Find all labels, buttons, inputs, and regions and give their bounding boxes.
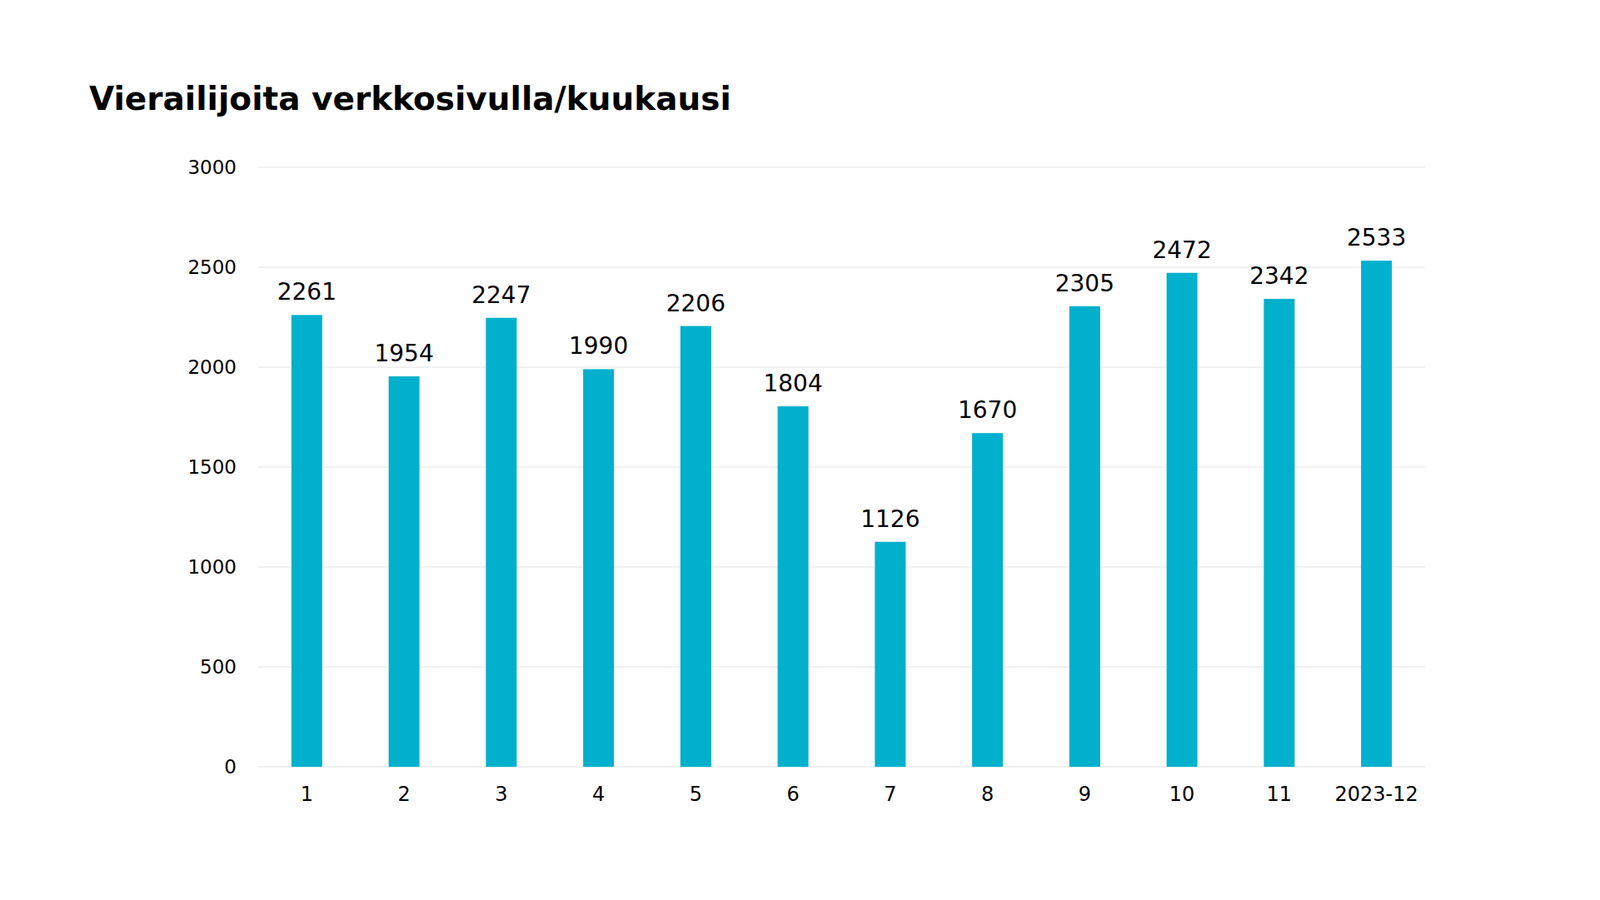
y-tick-label: 0	[224, 756, 237, 778]
grid-line	[258, 666, 1426, 668]
bar	[680, 326, 712, 768]
data-label: 1126	[860, 505, 920, 534]
data-label: 2206	[666, 289, 726, 318]
y-tick-label: 3000	[187, 156, 237, 179]
grid-line	[258, 466, 1426, 468]
data-label: 1670	[957, 396, 1017, 424]
grid-line	[258, 566, 1426, 568]
y-tick-label: 2000	[187, 356, 237, 379]
bar	[1263, 299, 1295, 768]
bar	[971, 433, 1003, 768]
bar	[291, 314, 323, 768]
x-tick-label: 6	[786, 782, 799, 807]
x-tick-label: 8	[981, 782, 994, 807]
data-label: 1804	[762, 369, 823, 398]
x-tick-label: 5	[689, 782, 703, 807]
bar	[583, 368, 614, 768]
data-label: 1954	[373, 339, 434, 368]
bar	[874, 542, 906, 768]
data-label: 2247	[471, 281, 531, 310]
bar	[777, 406, 809, 768]
grid-line	[258, 766, 1426, 768]
chart: Vierailijoita verkkosivulla/kuukausi 0 500…	[0, 0, 1600, 900]
data-label: 2305	[1055, 269, 1115, 298]
data-label: 2261	[277, 278, 337, 306]
y-tick-label: 1500	[187, 456, 237, 479]
x-tick-label: 3	[494, 782, 508, 807]
bar	[1166, 273, 1198, 768]
x-tick-label: 2	[397, 782, 410, 807]
data-label: 2533	[1346, 224, 1406, 252]
x-tick-label: 10	[1169, 782, 1196, 807]
y-tick-label: 500	[199, 656, 237, 678]
title: Vierailijoita verkkosivulla/kuukausi	[89, 79, 732, 118]
grid-line	[258, 166, 1426, 168]
bars	[291, 260, 1392, 768]
bar	[388, 376, 420, 768]
x-tick-label: 7	[883, 782, 897, 807]
x-tick-label: 1	[300, 782, 314, 807]
data-label: 1990	[568, 332, 629, 360]
x-tick-label: 11	[1266, 782, 1293, 807]
bar	[485, 318, 517, 768]
data-label: 2472	[1151, 236, 1212, 265]
y-tick-label: 2500	[187, 256, 237, 279]
data-label: 2342	[1249, 262, 1309, 290]
bar	[1069, 306, 1101, 768]
y-tick-label: 1000	[187, 556, 237, 579]
bar	[1360, 260, 1392, 768]
x-tick-label: 9	[1078, 782, 1092, 807]
x-tick-label: 4	[592, 782, 605, 807]
x-tick-label: 2023-12	[1334, 782, 1418, 807]
